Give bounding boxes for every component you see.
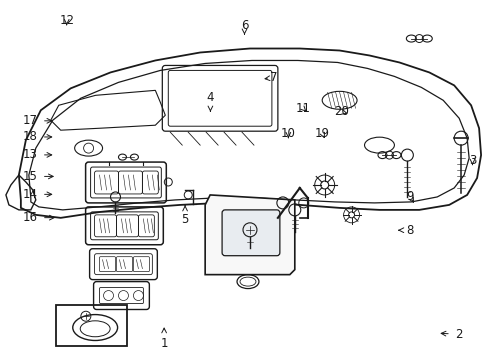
Text: 7: 7: [264, 71, 277, 84]
Text: 17: 17: [22, 114, 52, 127]
Text: 12: 12: [59, 14, 74, 27]
Text: 1: 1: [160, 328, 167, 350]
Polygon shape: [205, 195, 294, 275]
Text: 8: 8: [398, 224, 413, 237]
Text: 19: 19: [314, 127, 329, 140]
Text: 2: 2: [440, 328, 462, 341]
Text: 4: 4: [206, 91, 214, 111]
Text: 5: 5: [181, 206, 188, 226]
Text: 16: 16: [22, 211, 54, 224]
FancyBboxPatch shape: [222, 210, 279, 256]
Bar: [56, 305, 127, 346]
Text: 18: 18: [22, 130, 52, 144]
Text: 11: 11: [295, 102, 310, 115]
Text: 14: 14: [22, 188, 52, 201]
Text: 3: 3: [468, 154, 475, 167]
Text: 10: 10: [280, 127, 295, 140]
Text: 20: 20: [334, 105, 348, 118]
Text: 9: 9: [406, 190, 413, 203]
Text: 6: 6: [240, 19, 248, 35]
Text: 15: 15: [22, 170, 53, 183]
Text: 13: 13: [22, 148, 52, 161]
